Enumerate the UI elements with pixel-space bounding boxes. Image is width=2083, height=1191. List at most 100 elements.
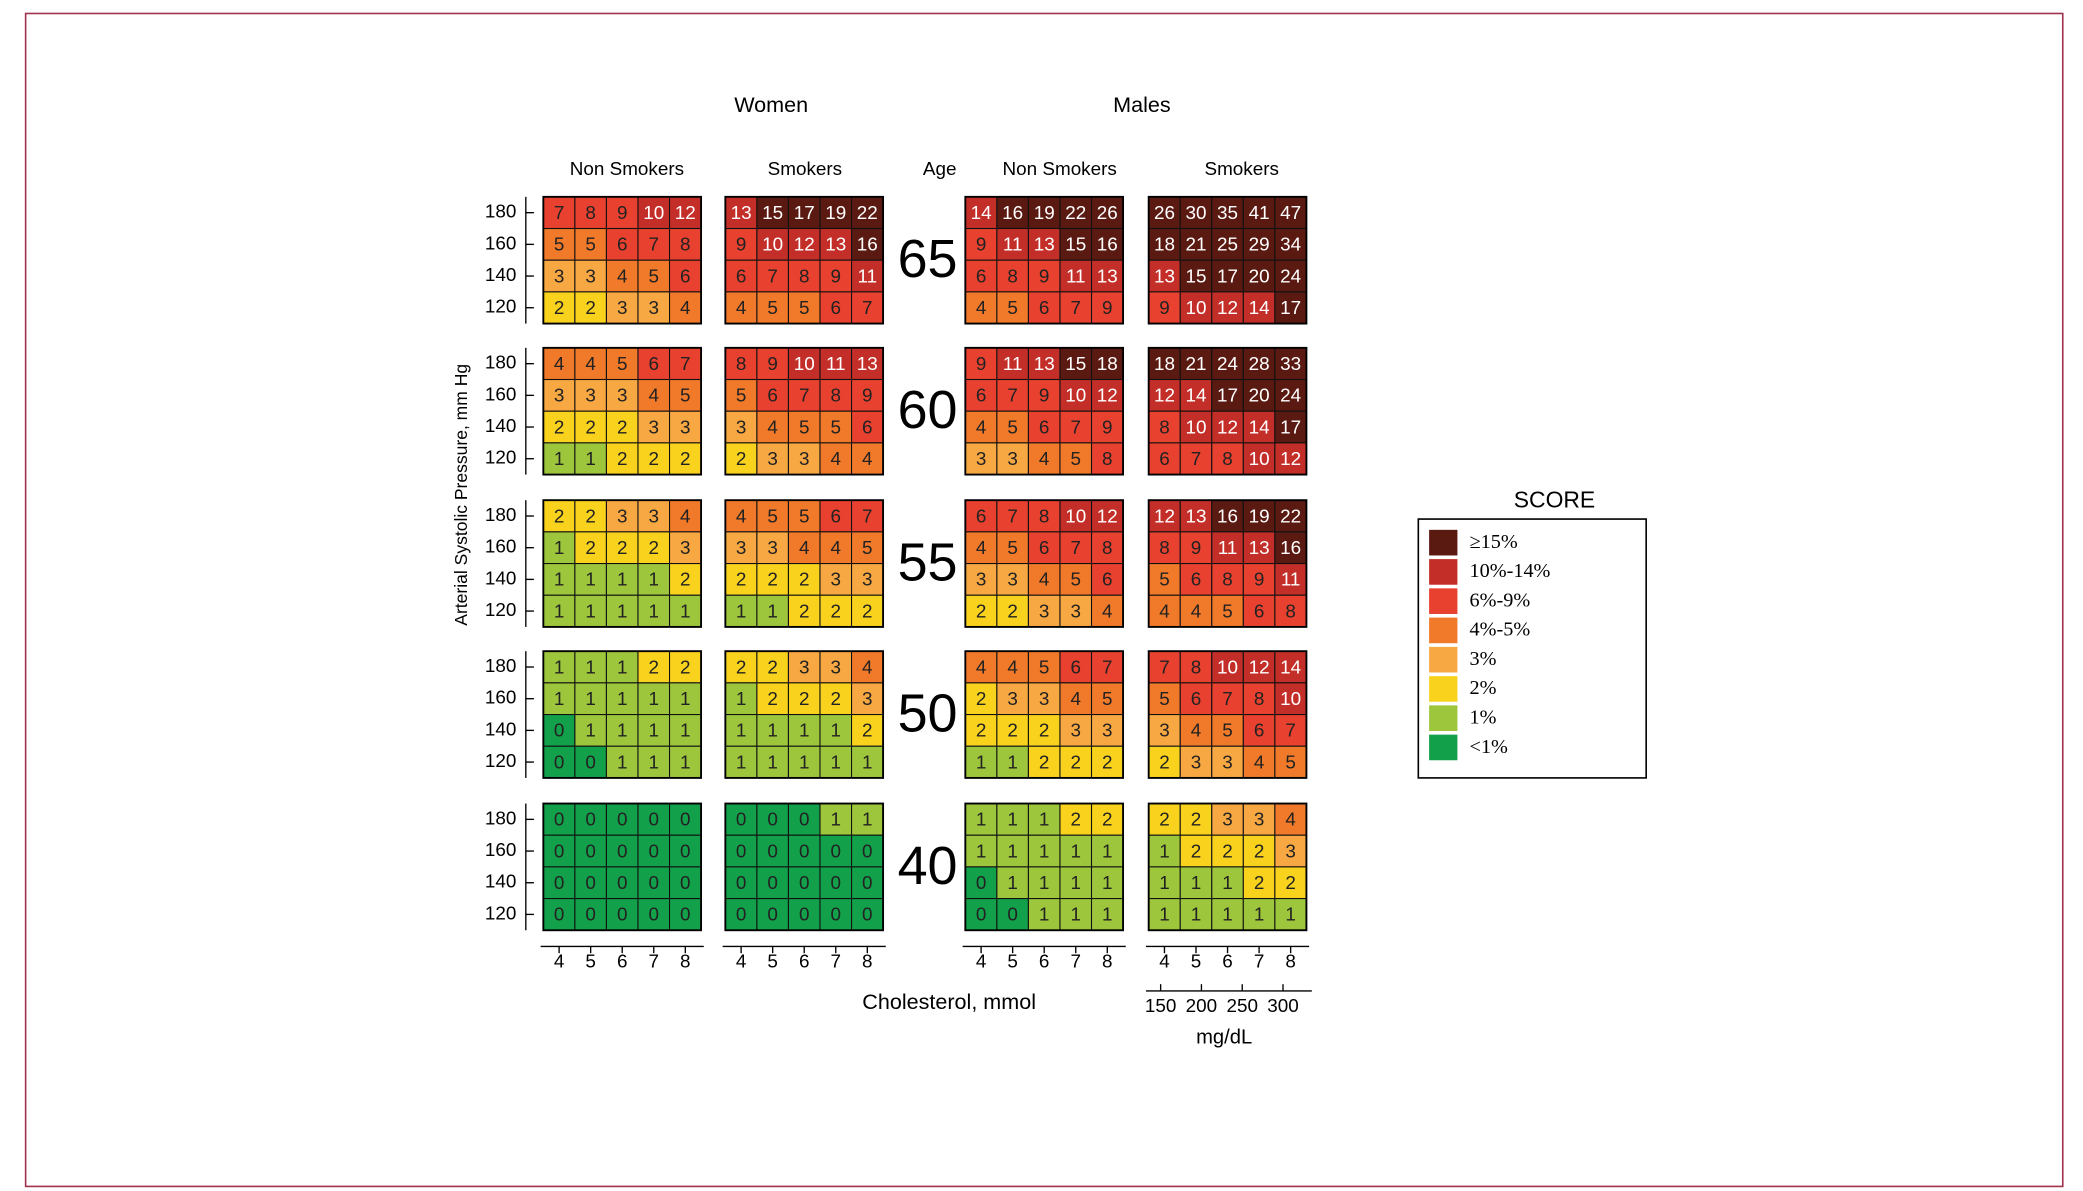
cell-label: 12 [1249, 656, 1270, 677]
cell-label: 2 [617, 537, 628, 558]
cell-label: 26 [1154, 202, 1175, 223]
cell-label: 13 [1186, 505, 1207, 526]
cell-label: 20 [1249, 385, 1270, 406]
cell-label: 0 [799, 904, 809, 925]
panel-border [964, 802, 1125, 932]
cell-label: 1 [680, 751, 691, 772]
cell-label: 6 [767, 385, 777, 406]
cell [1027, 834, 1061, 868]
cell-label: 0 [585, 872, 595, 893]
cell-label: 4 [1191, 600, 1202, 621]
panel-border [964, 499, 1125, 628]
cell [668, 410, 702, 444]
cell-label: 1 [554, 600, 564, 621]
cell-label: 15 [1186, 265, 1207, 286]
cell-label: 4 [976, 656, 986, 677]
cell [668, 259, 702, 293]
cell-label: 10 [643, 202, 664, 223]
cell-label: 3 [1102, 720, 1113, 741]
group-title: Women [734, 92, 808, 117]
cell [724, 834, 758, 868]
cell [1059, 410, 1093, 444]
cell-label: 0 [554, 751, 564, 772]
x2-axis-label: mg/dL [1196, 1026, 1252, 1048]
cell-label: 13 [1034, 234, 1055, 255]
cell [1179, 898, 1213, 931]
cell [1211, 196, 1244, 230]
cell-label: 10 [1280, 688, 1301, 709]
cell [1274, 259, 1307, 293]
x-tick-label: 7 [1070, 951, 1081, 972]
cell [1027, 898, 1061, 931]
cell-label: 0 [767, 904, 777, 925]
age-value: 55 [898, 532, 958, 592]
cell-label: 3 [1007, 569, 1017, 590]
cell [1090, 714, 1124, 747]
cell [850, 378, 884, 412]
cell-label: 0 [799, 840, 809, 861]
cell-label: 12 [1217, 416, 1238, 437]
cell-label: 5 [799, 416, 809, 437]
cell-label: 4 [1007, 656, 1017, 677]
cell-label: 6 [976, 265, 986, 286]
cell [668, 866, 702, 900]
cell-label: 1 [1039, 904, 1049, 925]
cell-label: 3 [1039, 688, 1049, 709]
cell-label: 0 [649, 904, 659, 925]
cell-label: 2 [585, 297, 595, 318]
panel-border [542, 346, 703, 476]
cell-label: 1 [1222, 872, 1232, 893]
cell [1027, 442, 1061, 476]
cell-label: 3 [1007, 448, 1017, 469]
cell-label: 1 [1070, 840, 1081, 861]
cell-label: 17 [1280, 297, 1301, 318]
cell-label: 13 [1249, 537, 1270, 558]
cell [574, 714, 607, 747]
cell-label: 2 [767, 688, 777, 709]
cell [964, 347, 998, 381]
x-tick-label: 6 [617, 951, 628, 972]
cell [1027, 227, 1061, 261]
cell-label: 5 [1007, 297, 1017, 318]
cell-label: 2 [1285, 872, 1295, 893]
cell-label: 4 [1159, 600, 1170, 621]
cell-label: 4 [1039, 569, 1049, 590]
cell-label: 5 [1222, 720, 1232, 741]
cell-label: 0 [736, 904, 746, 925]
cell-label: 0 [767, 872, 777, 893]
cell-label: 21 [1186, 234, 1207, 255]
cell [1242, 259, 1276, 293]
cell-label: 2 [585, 505, 595, 526]
age-value: 40 [898, 836, 958, 896]
legend-title: SCORE [1514, 487, 1595, 513]
cell-label: 1 [649, 751, 659, 772]
cell-label: 0 [976, 904, 986, 925]
cell-label: 1 [1222, 904, 1232, 925]
cell [1027, 291, 1061, 325]
cell-label: 9 [976, 234, 986, 255]
cell [574, 563, 607, 596]
cell [787, 531, 821, 565]
x2-tick-label: 300 [1267, 995, 1298, 1016]
cell-label: 13 [1034, 353, 1055, 374]
cell [819, 499, 853, 533]
cell-label: 8 [736, 353, 746, 374]
panel-border [1147, 802, 1308, 932]
cell-label: 2 [1222, 840, 1232, 861]
cell [574, 834, 607, 868]
cell-label: 6 [649, 353, 659, 374]
cell-label: 12 [1097, 385, 1118, 406]
cell [1179, 442, 1213, 476]
cell-label: 3 [1254, 809, 1265, 830]
cell [668, 898, 702, 931]
cell [1059, 745, 1093, 779]
x-tick-label: 5 [1191, 951, 1202, 972]
cell-label: 0 [585, 751, 595, 772]
cell-label: 9 [736, 234, 746, 255]
panel-border [964, 195, 1125, 325]
cell-label: 4 [862, 448, 873, 469]
cell-label: 0 [617, 904, 628, 925]
legend-swatch [1429, 559, 1458, 585]
cell [819, 682, 853, 716]
legend-label: 3% [1470, 648, 1497, 670]
